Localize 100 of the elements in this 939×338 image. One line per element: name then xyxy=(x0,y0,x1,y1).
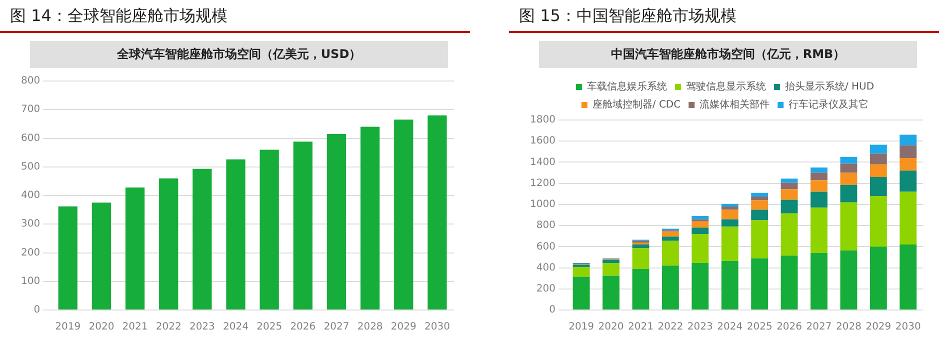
y-tick-label: 400 xyxy=(20,190,40,202)
bar xyxy=(840,164,858,173)
x-tick-label: 2029 xyxy=(866,322,892,333)
bar xyxy=(810,208,828,253)
bar xyxy=(810,192,828,208)
bar xyxy=(632,248,650,269)
x-tick-label: 2027 xyxy=(806,322,832,333)
x-tick-label: 2020 xyxy=(88,322,114,333)
x-tick-label: 2019 xyxy=(568,322,594,333)
bar xyxy=(751,210,768,220)
y-tick-label: 0 xyxy=(549,304,556,316)
bar xyxy=(632,268,650,310)
y-tick-label: 200 xyxy=(536,283,556,294)
bar xyxy=(900,158,917,171)
y-tick-label: 1800 xyxy=(530,114,556,126)
bar xyxy=(692,216,709,220)
bar xyxy=(662,231,679,237)
bar xyxy=(602,263,620,276)
bar xyxy=(721,206,738,210)
bar xyxy=(780,182,798,190)
chart-subtitle: 全球汽车智能座舱市场空间（亿美元，USD） xyxy=(30,41,448,68)
bar xyxy=(840,156,858,164)
legend-label: 抬头显示系统/ HUD xyxy=(784,80,874,93)
bar xyxy=(870,164,887,177)
legend-label: 车载信息娱乐系统 xyxy=(586,80,667,93)
x-tick-label: 2026 xyxy=(776,322,802,333)
x-tick-label: 2024 xyxy=(717,322,743,333)
bar xyxy=(192,168,212,310)
bar xyxy=(751,192,768,197)
bar xyxy=(721,260,738,310)
bar xyxy=(326,134,346,310)
x-tick-label: 2025 xyxy=(256,322,282,333)
chart-title: 图 15：中国智能座舱市场规模 xyxy=(509,0,939,33)
bar xyxy=(662,266,679,310)
chart-subtitle: 中国汽车智能座舱市场空间（亿元，RMB） xyxy=(539,41,917,68)
bar xyxy=(870,246,887,310)
x-tick-label: 2026 xyxy=(290,322,316,333)
y-tick-label: 1600 xyxy=(530,136,556,147)
y-tick-label: 0 xyxy=(34,304,40,316)
bar xyxy=(810,168,828,173)
bar xyxy=(602,276,620,310)
bar xyxy=(780,178,798,183)
x-tick-label: 2029 xyxy=(390,322,416,333)
bar xyxy=(900,145,917,158)
bar xyxy=(692,234,709,264)
bar xyxy=(751,200,768,210)
bar xyxy=(572,264,590,268)
y-tick-label: 300 xyxy=(20,218,40,230)
bar xyxy=(572,267,590,277)
bar xyxy=(721,226,738,261)
x-tick-label: 2028 xyxy=(357,322,383,333)
bar xyxy=(840,202,858,250)
y-tick-label: 400 xyxy=(536,262,556,274)
x-tick-label: 2024 xyxy=(223,322,248,333)
bar xyxy=(226,159,246,310)
x-tick-label: 2028 xyxy=(836,322,862,333)
bar xyxy=(840,184,858,202)
bar xyxy=(780,200,798,214)
bar xyxy=(900,134,917,146)
bar xyxy=(260,150,279,310)
bar xyxy=(92,202,112,310)
legend-label: 行车记录仪及其它 xyxy=(788,98,869,111)
x-tick-label: 2021 xyxy=(628,322,654,333)
bar xyxy=(662,236,679,241)
bar xyxy=(721,219,738,227)
bar xyxy=(810,253,828,310)
y-tick-label: 1000 xyxy=(530,199,556,210)
y-tick-label: 1400 xyxy=(530,156,556,168)
chart-title: 图 14：全球智能座舱市场规模 xyxy=(0,0,470,33)
bar xyxy=(692,221,709,228)
bar xyxy=(602,260,620,264)
legend-label: 驾驶信息显示系统 xyxy=(686,80,766,93)
bar xyxy=(900,244,917,310)
x-tick-label: 2022 xyxy=(156,322,182,333)
bar xyxy=(125,187,145,310)
bar xyxy=(780,256,798,310)
bar xyxy=(632,244,650,248)
bar xyxy=(840,250,858,310)
bar xyxy=(293,142,312,310)
bar xyxy=(751,196,768,200)
bar xyxy=(721,210,738,220)
y-tick-label: 600 xyxy=(536,241,556,252)
bar xyxy=(870,196,887,247)
y-tick-label: 200 xyxy=(20,247,40,258)
bar xyxy=(900,192,917,245)
bar xyxy=(662,240,679,266)
bar xyxy=(159,178,178,310)
bar xyxy=(840,172,858,185)
bar xyxy=(632,242,650,245)
bar xyxy=(810,180,828,192)
bar xyxy=(58,206,78,310)
bar xyxy=(360,126,380,310)
x-tick-label: 2030 xyxy=(424,322,450,333)
bar xyxy=(572,276,590,310)
bar xyxy=(810,172,828,180)
legend-label: 流媒体相关部件 xyxy=(700,98,770,111)
bar xyxy=(721,204,738,207)
bar xyxy=(870,154,887,164)
bar xyxy=(692,228,709,234)
y-tick-label: 1200 xyxy=(530,178,556,189)
